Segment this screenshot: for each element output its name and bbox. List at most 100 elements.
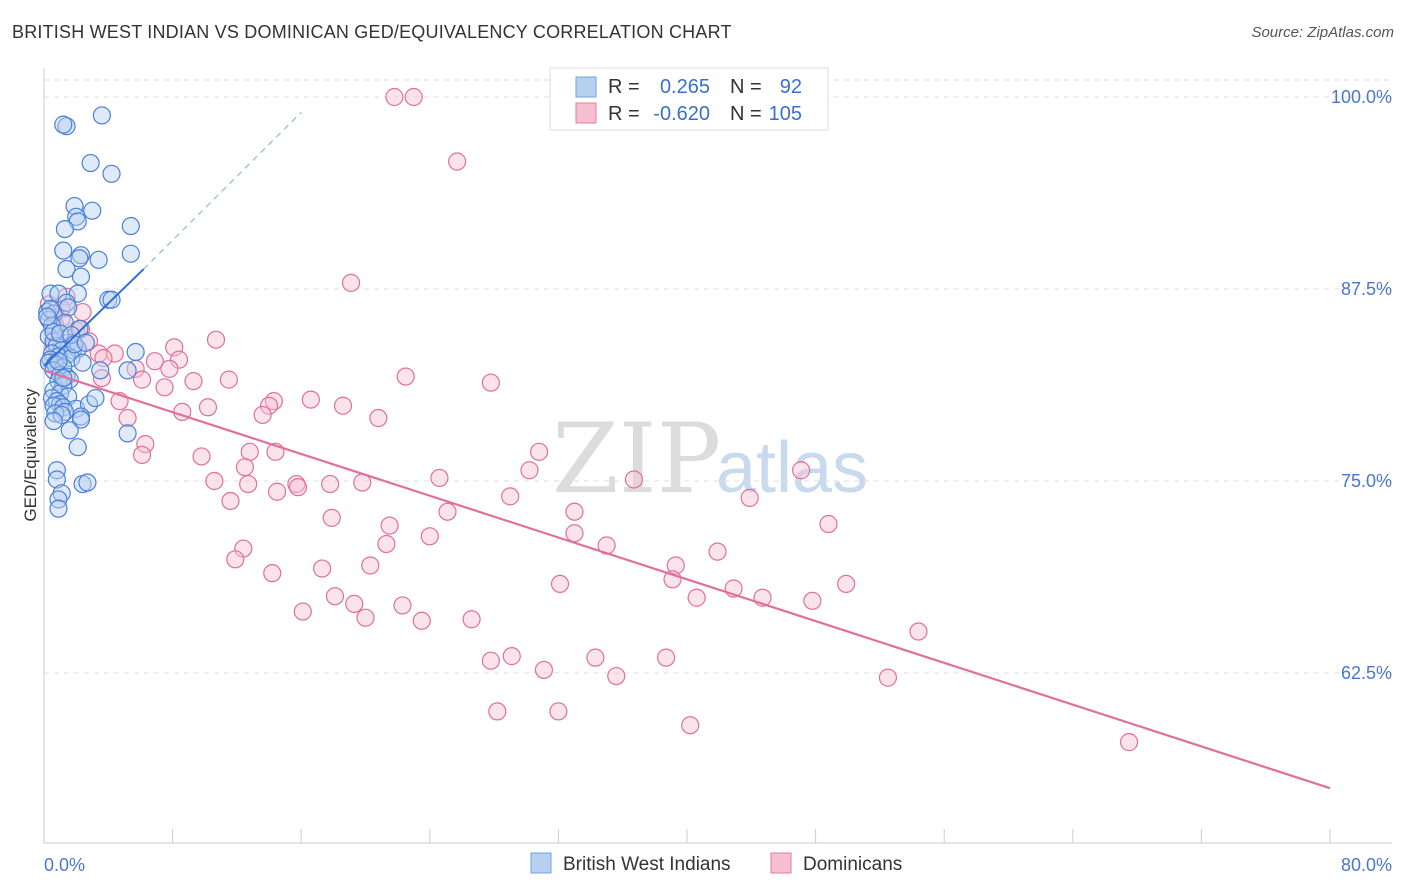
dominicans-point xyxy=(198,398,218,417)
dominicans-points xyxy=(39,87,1139,752)
dominicans-point xyxy=(681,716,700,735)
british-west-indians-point xyxy=(47,461,66,480)
british-west-indians-point xyxy=(91,361,110,380)
dominicans-point xyxy=(1119,733,1139,752)
series-legend: British West Indians Dominicans xyxy=(530,852,902,875)
dominicans-point xyxy=(607,666,626,686)
dominicans-point xyxy=(586,648,605,667)
dominicans-point xyxy=(550,574,570,594)
british-west-indians-point xyxy=(54,115,73,134)
dominicans-trend-line xyxy=(43,369,1331,790)
dominicans-point xyxy=(530,442,549,461)
x-ticks xyxy=(43,829,1331,843)
legend-r-label-1: R = xyxy=(608,76,640,98)
dominicans-point xyxy=(837,574,856,594)
dominicans-point xyxy=(333,396,353,415)
dominicans-point xyxy=(565,524,584,543)
chart-title: BRITISH WEST INDIAN VS DOMINICAN GED/EQU… xyxy=(12,22,732,42)
bottom-legend-swatch-blue xyxy=(530,852,552,874)
british-west-indians-point xyxy=(38,302,57,322)
dominicans-point xyxy=(219,370,238,389)
dominicans-point xyxy=(321,474,340,494)
dominicans-point xyxy=(267,482,287,501)
axes xyxy=(43,68,1392,844)
dominicans-point xyxy=(226,550,245,569)
dominicans-point xyxy=(132,370,152,389)
dominicans-point xyxy=(666,556,685,575)
legend-n-value-2: 105 xyxy=(769,103,802,125)
bottom-legend-label-blue: British West Indians xyxy=(563,854,731,875)
dominicans-point xyxy=(345,594,364,613)
dominicans-point xyxy=(792,461,811,480)
watermark-zip: ZIP xyxy=(552,403,721,515)
y-axis-label: GED/Equivalency xyxy=(21,388,40,522)
british-west-indians-point xyxy=(81,153,100,173)
dominicans-point xyxy=(396,367,415,386)
british-west-indians-point xyxy=(49,352,68,371)
british-west-indians-trend-line xyxy=(43,268,145,367)
dominicans-point xyxy=(404,87,423,107)
british-west-indians-point xyxy=(70,249,89,268)
trend-lines xyxy=(43,111,1331,790)
dominicans-point xyxy=(160,359,179,378)
british-west-indians-point xyxy=(126,342,145,362)
dominicans-point xyxy=(438,502,457,521)
dominicans-point xyxy=(534,660,554,680)
legend-swatch-blue xyxy=(575,76,597,98)
dominicans-point xyxy=(288,478,308,497)
dominicans-point xyxy=(361,556,380,575)
british-west-indians-point xyxy=(121,244,140,263)
dominicans-point xyxy=(322,508,341,527)
dominicans-point xyxy=(657,648,676,667)
british-west-indians-point xyxy=(86,388,105,408)
y-tick-label: 75.0% xyxy=(1341,471,1392,491)
watermark-atlas: atlas xyxy=(716,428,868,508)
dominicans-point xyxy=(239,474,258,494)
british-west-indians-point xyxy=(71,246,91,265)
legend-swatch-pink xyxy=(575,102,597,124)
british-west-indians-point xyxy=(44,322,63,342)
dominicans-point xyxy=(380,516,399,535)
dominicans-point xyxy=(377,534,396,554)
dominicans-point xyxy=(206,330,226,349)
british-west-indians-point xyxy=(102,164,121,183)
legend-r-label-2: R = xyxy=(608,103,640,125)
british-west-indians-point xyxy=(89,250,108,269)
dominicans-point xyxy=(565,502,584,521)
dominicans-point xyxy=(105,344,124,363)
british-west-indians-point xyxy=(71,267,91,286)
dominicans-point xyxy=(205,471,224,491)
dominicans-point xyxy=(169,350,189,369)
y-tick-label: 87.5% xyxy=(1341,279,1392,299)
british-west-indians-point xyxy=(71,410,91,429)
dominicans-point xyxy=(263,564,282,583)
dominicans-point xyxy=(259,396,279,415)
british-west-indians-points xyxy=(38,106,145,518)
british-west-indians-point xyxy=(54,241,73,260)
dominicans-point xyxy=(909,622,928,641)
british-west-indians-point xyxy=(83,201,102,220)
british-west-indians-point xyxy=(49,499,68,518)
british-west-indians-point xyxy=(38,307,57,326)
dominicans-point xyxy=(235,458,255,477)
dominicans-point xyxy=(155,378,174,397)
dominicans-point xyxy=(878,668,898,687)
dominicans-point xyxy=(184,372,203,391)
british-west-indians-point xyxy=(76,333,95,352)
dominicans-point xyxy=(481,373,500,392)
dominicans-point xyxy=(293,602,312,621)
x-tick-label-min: 0.0% xyxy=(44,855,85,875)
british-west-indians-point xyxy=(121,216,140,236)
dominicans-point xyxy=(448,152,467,171)
y-tick-labels: 62.5% 75.0% 87.5% 100.0% xyxy=(1331,87,1392,683)
dominicans-point xyxy=(356,608,375,627)
dominicans-point xyxy=(549,702,568,721)
british-west-indians-point xyxy=(92,106,111,125)
dominicans-point xyxy=(287,474,306,494)
dominicans-point xyxy=(369,408,388,428)
dominicans-point xyxy=(420,527,439,546)
dominicans-point xyxy=(136,435,155,454)
british-west-indians-point xyxy=(46,404,65,423)
british-west-indians-point xyxy=(60,421,79,440)
